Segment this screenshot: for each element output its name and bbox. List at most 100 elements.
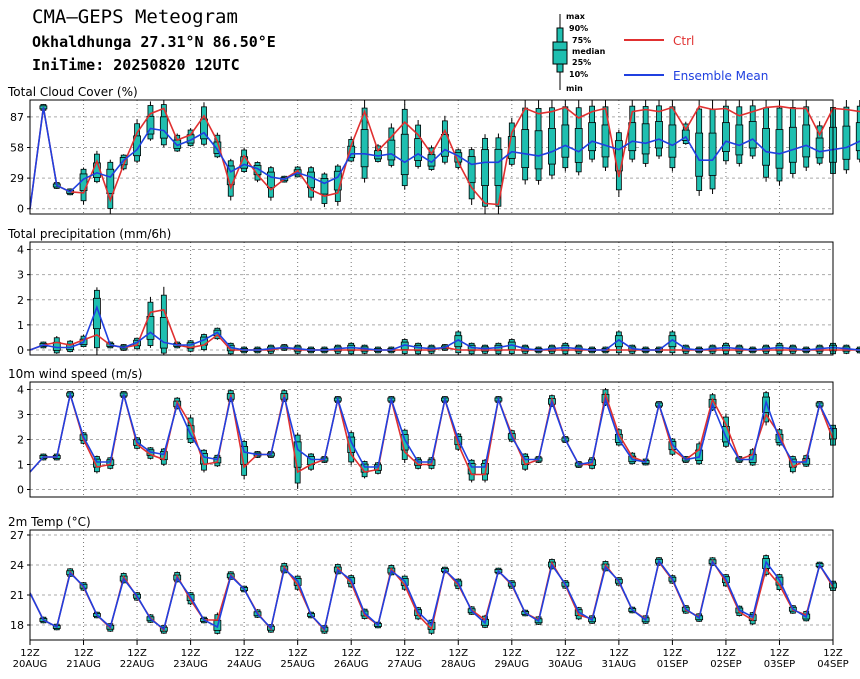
- legend-p75-label: 75%: [572, 36, 591, 45]
- x-tick-label-hour: 12Z: [716, 648, 736, 659]
- panel-3-frame: [29, 529, 834, 641]
- x-tick-label-date: 25AUG: [280, 659, 315, 670]
- x-tick-label-date: 03SEP: [764, 659, 795, 670]
- x-tick-label-hour: 12Z: [556, 648, 576, 659]
- panel-1-ytick-label: 4: [17, 244, 24, 257]
- panel-0-box-iqr: [414, 138, 423, 161]
- panel-0-box-iqr: [307, 171, 315, 189]
- legend-box-symbol: [552, 14, 568, 90]
- panel-0-box-iqr: [722, 122, 730, 152]
- panel-3-ytick-label: 27: [10, 529, 24, 542]
- panel-3-ytick-label: 21: [10, 589, 24, 602]
- chart-title: CMA—GEPS Meteogram: [32, 6, 238, 28]
- panel-1-box-iqr: [159, 317, 168, 349]
- panel-2-ytick-label: 3: [17, 409, 24, 422]
- panel-3-ytick-label: 18: [10, 619, 24, 632]
- x-tick-label-hour: 12Z: [770, 648, 790, 659]
- panel-0-ctrl-line: [29, 105, 860, 209]
- x-tick-label-date: 28AUG: [441, 659, 476, 670]
- panel-0-box-iqr: [521, 129, 530, 169]
- panel-0-box-iqr: [762, 128, 770, 166]
- panel-1-box-iqr: [614, 335, 623, 348]
- panel-2-ytick-label: 1: [17, 459, 24, 472]
- panel-0-box-iqr: [548, 128, 556, 165]
- panel-2-ytick-label: 2: [17, 434, 24, 447]
- x-tick-label-hour: 12Z: [127, 648, 147, 659]
- panel-1-title: Total precipitation (mm/6h): [7, 227, 171, 241]
- panel-0-box-iqr: [708, 132, 717, 176]
- panel-0-box-iqr: [106, 168, 115, 195]
- panel-0-box-iqr: [400, 133, 409, 176]
- panel-2-ytick-label: 0: [17, 484, 24, 497]
- panel-0-ytick-label: 29: [10, 172, 24, 185]
- panel-1-ytick-label: 3: [17, 269, 24, 282]
- x-tick-label-date: 01SEP: [657, 659, 688, 670]
- panel-0-box-iqr: [494, 148, 503, 186]
- legend-p90-label: 90%: [569, 24, 588, 33]
- legend-p25-label: 25%: [572, 58, 591, 67]
- panel-1-ytick-label: 1: [17, 319, 24, 332]
- panel-0-box-iqr: [481, 149, 489, 186]
- x-tick-label-date: 24AUG: [227, 659, 262, 670]
- panel-0-frame: [29, 99, 834, 215]
- panel-0-box-iqr: [133, 135, 141, 157]
- x-tick-label-date: 02SEP: [710, 659, 741, 670]
- x-tick-label-hour: 12Z: [502, 648, 522, 659]
- panel-2-ctrl-line: [29, 391, 834, 476]
- panel-2-ytick-label: 4: [17, 384, 24, 397]
- panel-1-ytick-label: 2: [17, 294, 24, 307]
- panel-0-box-iqr: [855, 122, 860, 152]
- legend-min-label: min: [566, 84, 583, 93]
- panel-0-box-iqr: [655, 121, 663, 149]
- init-time-label: IniTime: 20250820 12UTC: [32, 56, 240, 74]
- panel-0-title: Total Cloud Cover (%): [7, 85, 138, 99]
- panel-0-box-iqr: [387, 139, 396, 161]
- x-tick-label-hour: 12Z: [341, 648, 361, 659]
- panel-0-box-iqr: [200, 118, 208, 140]
- x-tick-label-date: 30AUG: [548, 659, 583, 670]
- panel-1-box-iqr: [93, 297, 101, 330]
- panel-0-box-iqr: [842, 125, 851, 160]
- panel-0-box-iqr: [788, 126, 797, 163]
- panel-2-ensemble-mean-line: [29, 391, 834, 473]
- panel-0-box-iqr: [467, 156, 476, 184]
- panel-2-title: 10m wind speed (m/s): [8, 367, 142, 381]
- panel-0-box-iqr: [748, 121, 757, 149]
- x-tick-label-date: 26AUG: [334, 659, 369, 670]
- panel-0-box-iqr: [320, 178, 329, 195]
- panel-0-ytick-label: 58: [10, 142, 24, 155]
- panel-0-ensemble-mean-line: [29, 107, 860, 209]
- panel-0-box-iqr: [440, 133, 449, 157]
- x-tick-label-date: 20AUG: [13, 659, 48, 670]
- x-tick-label-hour: 12Z: [823, 648, 843, 659]
- x-tick-label-hour: 12Z: [609, 648, 629, 659]
- legend-mean-label: Ensemble Mean: [673, 69, 768, 83]
- x-tick-label-hour: 12Z: [181, 648, 201, 659]
- x-tick-label-date: 31AUG: [602, 659, 637, 670]
- panel-1-ytick-label: 0: [17, 344, 24, 357]
- panel-0-box-iqr: [360, 129, 369, 168]
- panel-1-ensemble-mean-line: [29, 304, 860, 351]
- panel-0-box-iqr: [266, 171, 275, 189]
- panel-1-ctrl-line: [29, 308, 860, 351]
- x-tick-label-date: 23AUG: [173, 659, 208, 670]
- legend-p10-label: 10%: [569, 70, 588, 79]
- panel-0-box-iqr: [159, 116, 168, 139]
- panel-3-ensemble-mean-line: [29, 559, 834, 631]
- x-tick-label-hour: 12Z: [74, 648, 94, 659]
- panel-0-box-iqr: [534, 130, 543, 170]
- x-tick-label-date: 29AUG: [494, 659, 529, 670]
- panel-0-box-iqr: [561, 124, 570, 158]
- panel-0-box-iqr: [146, 115, 155, 135]
- legend-ctrl-label: Ctrl: [673, 34, 694, 48]
- panel-0-box-iqr: [588, 122, 596, 152]
- location-label: Okhaldhunga 27.31°N 86.50°E: [32, 33, 276, 51]
- panel-0-ytick-label: 87: [10, 111, 24, 124]
- panel-0-box-iqr: [601, 124, 610, 158]
- panel-0-box-iqr: [735, 124, 744, 156]
- panel-1-box-iqr: [146, 316, 155, 340]
- x-tick-label-date: 04SEP: [817, 659, 848, 670]
- panel-0-box-iqr: [775, 129, 784, 169]
- x-tick-label-hour: 12Z: [663, 648, 683, 659]
